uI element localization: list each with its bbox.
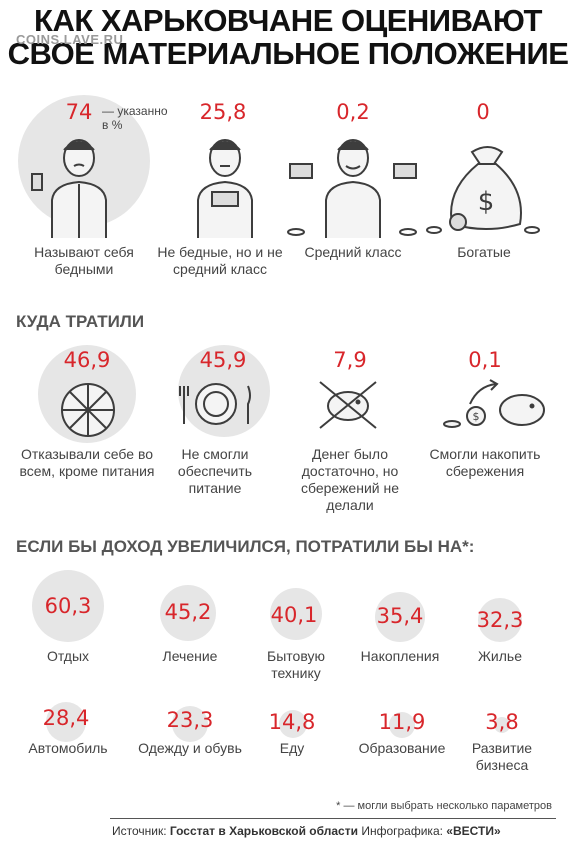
source-name: Госстат в Харьковской области: [169, 824, 358, 838]
would-spend-value: 45,2: [164, 600, 212, 624]
crossed-piggy-bank-icon: [319, 381, 377, 429]
savings-piggy-icon: $: [443, 379, 545, 428]
would-spend-label: Еду: [279, 740, 305, 756]
money-bag-icon: $: [426, 146, 540, 234]
value-circle: [494, 717, 510, 733]
would-spend-label: Жилье: [478, 648, 522, 664]
status-value: 25,8: [199, 100, 247, 124]
spent-label: Не смогли обеспечить питание: [177, 446, 253, 496]
would-spend-label: Бытовую технику: [267, 648, 325, 681]
source-line: Источник: Госстат в Харьковской области …: [112, 824, 501, 838]
would-spend-value: 23,3: [166, 708, 214, 732]
would-spend-value: 32,3: [476, 608, 524, 632]
would-spend-label: Лечение: [162, 648, 218, 664]
would-spend-label: Развитие бизнеса: [471, 740, 533, 773]
value-circle: [270, 588, 322, 640]
would-spend-label: Накопления: [360, 648, 440, 664]
footnote: * — могли выбрать несколько параметров: [336, 800, 552, 812]
status-value: 0,2: [336, 100, 370, 124]
empty-plate-icon: [179, 383, 251, 425]
brand-name: «ВЕСТИ»: [446, 824, 501, 838]
value-circle: [389, 712, 415, 738]
value-circle: [478, 598, 522, 642]
status-value: 74: [65, 100, 93, 124]
status-label: Называют себя бедными: [34, 244, 134, 277]
watermark-text: COINS.LAVE.RU: [16, 32, 124, 47]
value-circle: [375, 592, 425, 642]
pizza-icon: [61, 383, 115, 437]
value-circle: [160, 585, 216, 641]
poor-man-icon: [31, 139, 107, 238]
infographic-label: Инфографика:: [361, 824, 443, 838]
value-circle: [32, 570, 104, 642]
would-spend-value: 40,1: [270, 603, 318, 627]
divider: [110, 818, 556, 819]
page-title-line1: КАК ХАРЬКОВЧАНЕ ОЦЕНИВАЮТ: [34, 3, 542, 38]
spent-value: 46,9: [63, 348, 111, 372]
status-value: 0: [476, 100, 490, 124]
would-spend-value: 28,4: [42, 706, 90, 730]
value-circle: [46, 702, 86, 742]
status-label: Не бедные, но и не средний класс: [157, 244, 283, 277]
would-spend-value: 14,8: [268, 710, 316, 734]
would-spend-value: 60,3: [44, 594, 92, 618]
svg-text:$: $: [473, 410, 480, 423]
would-spend-label: Одежду и обувь: [138, 740, 242, 756]
middling-man-icon: [197, 139, 253, 238]
would-spend-value: 11,9: [378, 710, 426, 734]
spent-label: Смогли накопить сбережения: [429, 446, 541, 479]
would-spend-value: 35,4: [376, 604, 424, 628]
status-label: Богатые: [457, 244, 511, 260]
spent-value: 0,1: [468, 348, 502, 372]
section-heading-spent: КУДА ТРАТИЛИ: [16, 312, 145, 331]
spent-value: 45,9: [199, 348, 247, 372]
spent-label: Отказывали себе во всем, кроме питания: [19, 446, 155, 479]
svg-text:$: $: [478, 187, 495, 217]
spent-value: 7,9: [333, 348, 367, 372]
would-spend-label: Автомобиль: [28, 740, 108, 756]
section-heading-would-spend: ЕСЛИ БЫ ДОХОД УВЕЛИЧИЛСЯ, ПОТРАТИЛИ БЫ Н…: [16, 537, 475, 556]
page-title-line2: СВОЕ МАТЕРИАЛЬНОЕ ПОЛОЖЕНИЕ: [7, 36, 569, 71]
middle-class-man-icon: [287, 139, 417, 238]
would-spend-label: Образование: [358, 740, 446, 756]
value-circle: [279, 710, 307, 738]
would-spend-value: 3,8: [485, 710, 519, 734]
source-prefix: Источник:: [112, 824, 167, 838]
status-label: Средний класс: [304, 244, 402, 260]
value-circle: [172, 706, 208, 742]
spent-label: Денег было достаточно, но сбережений не …: [301, 446, 399, 513]
unit-note: — указанно в %: [102, 104, 168, 132]
would-spend-label: Отдых: [46, 648, 90, 664]
